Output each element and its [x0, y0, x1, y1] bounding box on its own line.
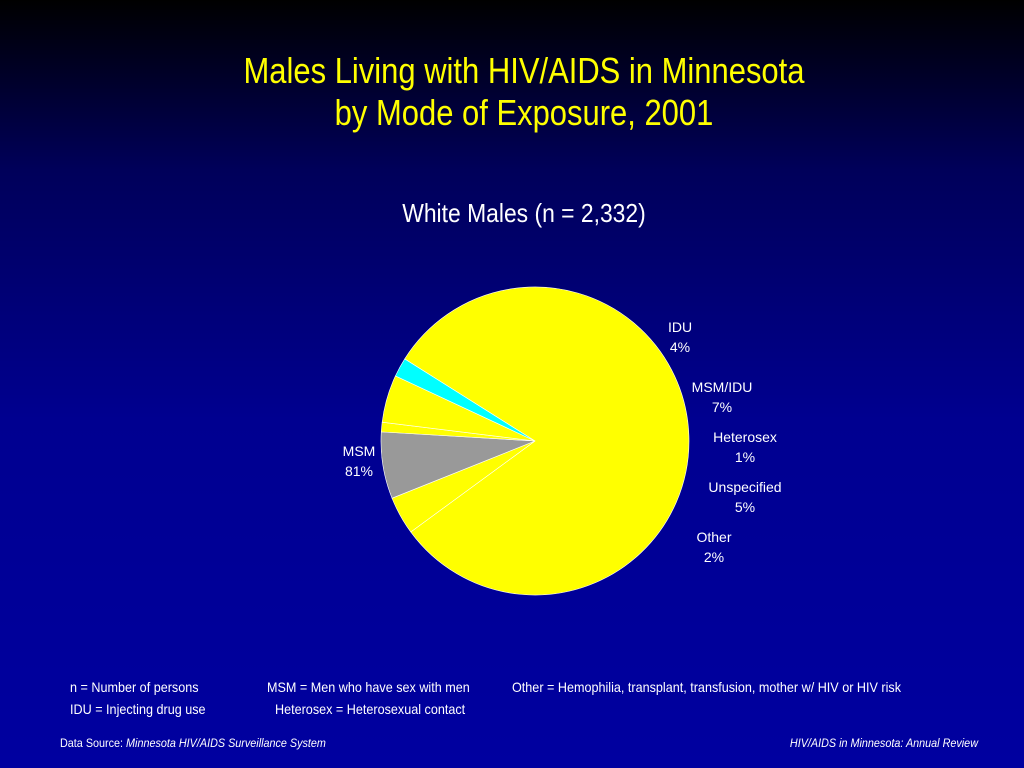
footnotes: n = Number of persons MSM = Men who have…	[0, 679, 1024, 723]
slice-label-msm-idu: MSM/IDU	[692, 379, 753, 395]
slice-label-heterosex: Heterosex	[713, 429, 777, 445]
slide-title: Males Living with HIV/AIDS in Minnesota …	[73, 50, 974, 134]
footnote-msm: MSM = Men who have sex with men	[267, 679, 470, 695]
slice-label-other: Other	[696, 529, 731, 545]
slice-label-unspecified: Unspecified	[708, 479, 781, 495]
data-source-label: Data Source:	[60, 736, 124, 750]
pie-slice-other	[395, 358, 536, 442]
footnote-idu: IDU = Injecting drug use	[70, 701, 206, 717]
slice-label-idu: IDU	[668, 319, 692, 335]
footnote-heterosex: Heterosex = Heterosexual contact	[275, 701, 466, 717]
slice-value-heterosex: 1%	[735, 449, 755, 465]
slide-title-line-2: by Mode of Exposure, 2001	[334, 92, 714, 133]
review-credit: HIV/AIDS in Minnesota: Annual Review	[789, 736, 978, 750]
data-source: Data Source: Minnesota HIV/AIDS Surveill…	[60, 736, 326, 750]
chart-title: White Males (n = 2,332)	[402, 198, 646, 228]
slice-value-idu: 4%	[670, 339, 690, 355]
data-source-value: Minnesota HIV/AIDS Surveillance System	[126, 736, 326, 750]
footnote-n: n = Number of persons	[70, 679, 199, 695]
slice-value-other: 2%	[704, 549, 724, 565]
pie-slice-msm	[404, 286, 690, 596]
slice-value-unspecified: 5%	[735, 499, 755, 515]
slide-title-line-1: Males Living with HIV/AIDS in Minnesota	[243, 50, 805, 91]
slice-label-msm: MSM	[343, 443, 376, 459]
slice-value-msm: 81%	[345, 463, 373, 479]
slice-value-msm-idu: 7%	[712, 399, 732, 415]
footnote-other: Other = Hemophilia, transplant, transfus…	[512, 679, 902, 695]
